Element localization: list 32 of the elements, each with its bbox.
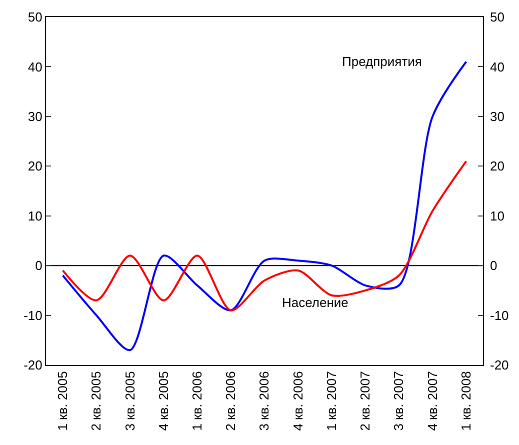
y-tick-label: 30 [28, 108, 42, 124]
y-tick-label: 50 [28, 10, 42, 25]
y-tick-label: -10 [24, 308, 42, 323]
x-tick-label: 1 кв. 2005 [55, 371, 70, 431]
x-tick-label: 2 кв. 2007 [358, 371, 373, 431]
y-tick-label: -20 [24, 358, 42, 373]
y2-tick-label: 30 [490, 108, 504, 124]
x-tick-label: 3 кв. 2006 [256, 371, 272, 431]
y2-tick-label: 0 [490, 258, 498, 274]
y-tick-label: 10 [28, 208, 42, 224]
text: Предприятия [342, 54, 422, 69]
y2-tick-label: 50 [490, 10, 504, 25]
x-tick-label: 3 кв. 2007 [391, 371, 406, 431]
x-tick-label: 2 кв. 2005 [88, 371, 104, 431]
x-tick-label: 4 кв. 2005 [156, 371, 171, 431]
y2-tick-label: 40 [490, 59, 504, 74]
y-tick-label: 40 [28, 59, 42, 74]
x-tick-label: 1 кв. 2007 [324, 371, 339, 431]
x-tick-label: 1 кв. 2008 [458, 371, 474, 431]
series-label: Население [282, 295, 348, 310]
y2-tick-label: -20 [490, 358, 509, 373]
line-series [62, 160, 468, 312]
x-tick-label: 1 кв. 2006 [189, 371, 204, 431]
x-tick-label: 3 кв. 2005 [122, 371, 138, 431]
x-tick-label: 4 кв. 2007 [424, 371, 440, 431]
y-tick-label: 20 [28, 158, 42, 174]
y2-tick-label: 10 [490, 208, 504, 224]
y2-tick-label: -10 [490, 308, 509, 323]
y-tick-label: 0 [35, 258, 42, 274]
x-tick-label: 2 кв. 2006 [223, 371, 238, 431]
x-tick-label: 4 кв. 2006 [290, 371, 306, 431]
y2-tick-label: 20 [490, 158, 504, 174]
